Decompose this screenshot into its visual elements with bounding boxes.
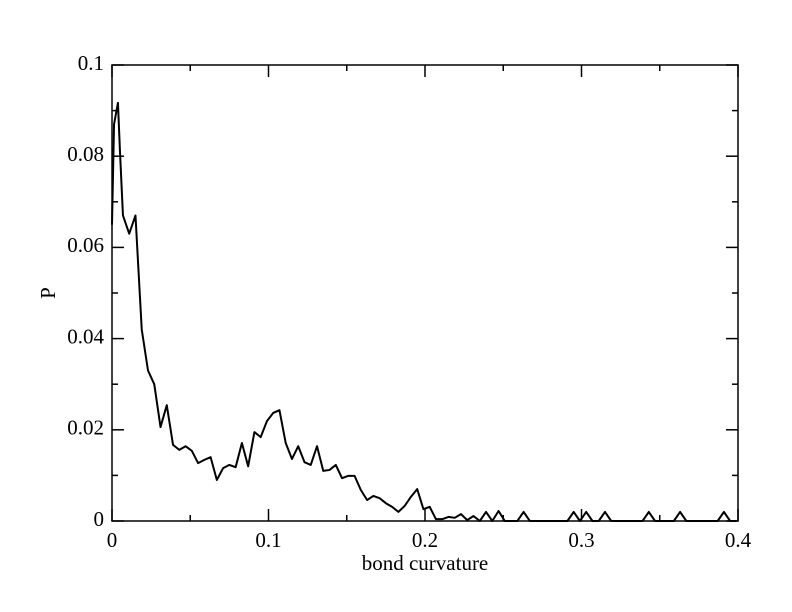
x-tick-label: 0 [107, 528, 118, 552]
data-line [111, 101, 737, 522]
y-tick-label: 0.02 [67, 416, 104, 440]
plot-frame [111, 64, 739, 522]
x-tick-label: 0.4 [725, 528, 752, 552]
y-tick-label: 0.1 [78, 51, 104, 75]
x-axis-label: bond curvature [362, 551, 489, 575]
x-tick-label: 0.1 [255, 528, 281, 552]
y-axis-label: P [36, 287, 60, 299]
y-tick-label: 0.04 [67, 324, 104, 348]
y-tick-label: 0 [94, 507, 105, 531]
y-tick-label: 0.08 [67, 142, 104, 166]
y-tick-label: 0.06 [67, 233, 104, 257]
x-tick-label: 0.3 [568, 528, 594, 552]
x-tick-label: 0.2 [412, 528, 438, 552]
